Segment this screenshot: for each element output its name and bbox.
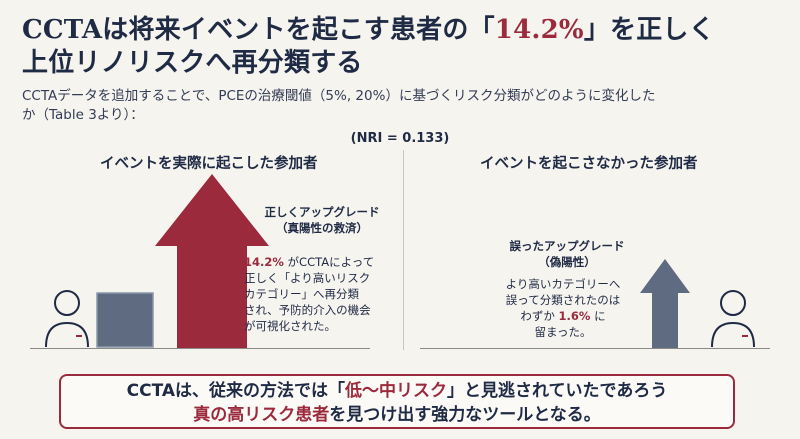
right-desc-line-4: 留まった。	[534, 325, 592, 339]
right-panel-heading: イベントを起こさなかった参加者	[480, 156, 698, 172]
right-desc-line-3: わずか 1.6% に	[488, 308, 638, 324]
right-label-line-1: 誤ったアップグレード	[509, 239, 625, 253]
conclusion-box: CCTAは、従来の方法では「低〜中リスク」と見逃されていたであろう 真の高リスク…	[59, 374, 735, 429]
left-label-line-1: 正しくアップグレード	[264, 205, 380, 219]
left-description: 14.2% がCCTAによって 正しく「より高いリスク カテゴリー」へ再分類 さ…	[244, 254, 396, 334]
subtitle-line-2: か（Table 3より）：	[22, 107, 144, 123]
left-label-line-2: （真陽性の救済）	[276, 221, 368, 235]
left-desc-line-1: 14.2% がCCTAによって	[244, 254, 396, 270]
title-accent-percent: 14.2%	[494, 15, 584, 45]
conclusion-line-1-pre: CCTAは、従来の方法では「	[126, 381, 346, 401]
title-line-2: 上位リノリスクへ再分類する	[22, 48, 363, 78]
left-baseline	[30, 348, 370, 349]
title-line-1-pre: CCTAは将来イベントを起こす患者の「	[22, 15, 495, 45]
left-percent-value: 14.2%	[244, 255, 284, 269]
right-desc-line-3-post: に	[590, 309, 606, 323]
person-icon	[45, 290, 89, 348]
right-baseline	[420, 348, 770, 349]
baseline-risk-box	[96, 292, 154, 348]
subtitle-line-1: CCTAデータを追加することで、PCEの治療閾値（5%, 20%）に基づくリスク…	[22, 88, 656, 104]
title-line-1: CCTAは将来イベントを起こす患者の「14.2%」を正しく	[22, 14, 782, 47]
conclusion-line-1: CCTAは、従来の方法では「低〜中リスク」と見逃されていたであろう	[61, 379, 733, 403]
left-upgrade-label: 正しくアップグレード （真陽性の救済）	[252, 204, 392, 236]
conclusion-line-2: 真の高リスク患者を見つけ出す強力なツールとなる。	[61, 403, 733, 427]
right-desc-line-1: より高いカテゴリーへ	[505, 277, 621, 291]
conclusion-line-1-accent: 低〜中リスク	[345, 381, 448, 401]
right-percent-value: 1.6%	[558, 309, 591, 323]
page-title: CCTAは将来イベントを起こす患者の「14.2%」を正しく 上位リノリスクへ再分…	[22, 14, 782, 80]
panel-divider	[403, 150, 404, 350]
subtitle: CCTAデータを追加することで、PCEの治療閾値（5%, 20%）に基づくリスク…	[22, 87, 742, 125]
right-label-line-2: （偽陽性）	[538, 255, 596, 269]
person-icon	[711, 290, 755, 348]
title-line-1-post: 」を正しく	[583, 15, 715, 45]
right-desc-line-3-pre: わずか	[520, 309, 559, 323]
nri-label: (NRI = 0.133)	[350, 131, 450, 146]
conclusion-line-2-accent: 真の高リスク患者	[193, 405, 330, 425]
small-upgrade-arrow-icon	[640, 259, 690, 348]
conclusion-line-2-post: を見つけ出す強力なツールとなる。	[329, 405, 601, 425]
left-desc-line-4: され、予防的介入の機会	[244, 303, 371, 317]
left-desc-line-2: 正しく「より高いリスク	[244, 271, 371, 285]
left-desc-line-5: が可視化された。	[244, 319, 336, 333]
left-desc-line-3: カテゴリー」へ再分類	[244, 287, 359, 301]
left-desc-line-1-post: がCCTAによって	[283, 255, 375, 269]
right-upgrade-label: 誤ったアップグレード （偽陽性）	[497, 238, 637, 270]
conclusion-line-1-post: 」と見逃されていたであろう	[447, 381, 668, 401]
right-desc-line-2: 誤って分類されたのは	[505, 293, 621, 307]
right-description: より高いカテゴリーへ 誤って分類されたのは わずか 1.6% に 留まった。	[488, 276, 638, 340]
upgrade-arrow-icon	[155, 174, 269, 348]
left-panel-heading: イベントを実際に起こした参加者	[100, 156, 318, 172]
